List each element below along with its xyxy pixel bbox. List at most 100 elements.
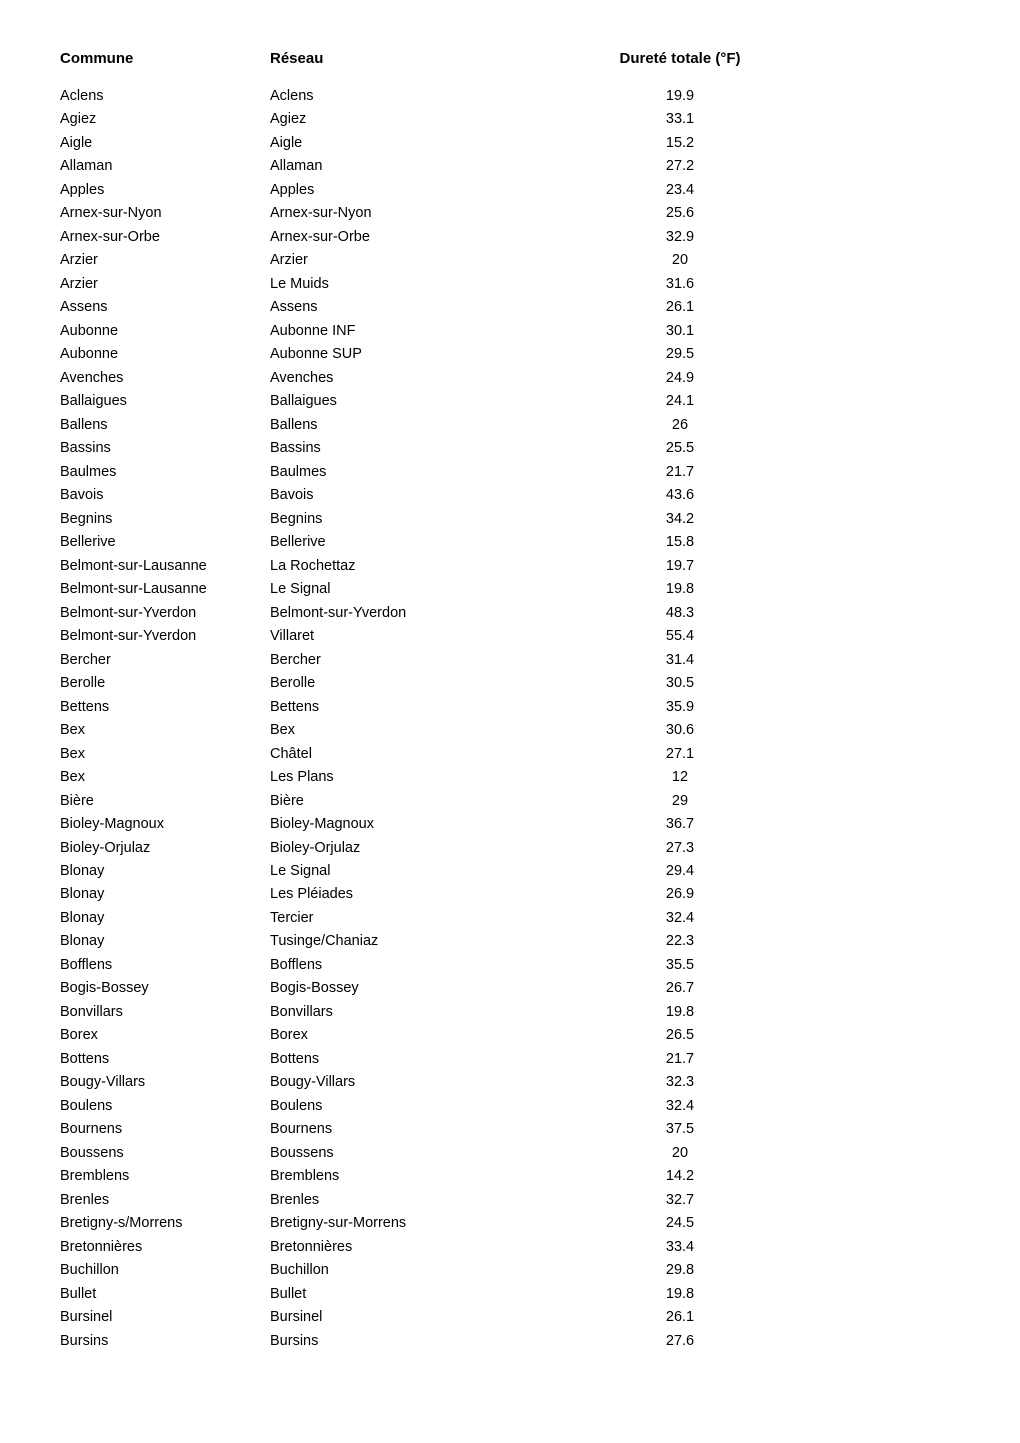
- cell-reseau: Bellerive: [270, 531, 590, 554]
- cell-reseau: Bioley-Orjulaz: [270, 837, 590, 860]
- cell-reseau: Apples: [270, 179, 590, 202]
- cell-reseau: Bogis-Bossey: [270, 977, 590, 1000]
- cell-reseau: Allaman: [270, 155, 590, 178]
- cell-commune: Avenches: [60, 367, 270, 390]
- header-commune: Commune: [60, 50, 270, 67]
- table-row: Belmont-sur-YverdonVillaret55.4: [60, 625, 960, 648]
- cell-commune: Berolle: [60, 672, 270, 695]
- cell-reseau: Bonvillars: [270, 1001, 590, 1024]
- cell-commune: Arzier: [60, 273, 270, 296]
- cell-durete: 20: [590, 1142, 770, 1165]
- cell-commune: Bonvillars: [60, 1001, 270, 1024]
- table-row: BavoisBavois43.6: [60, 484, 960, 507]
- cell-durete: 37.5: [590, 1118, 770, 1141]
- cell-durete: 25.5: [590, 437, 770, 460]
- table-row: BettensBettens35.9: [60, 696, 960, 719]
- table-row: BegninsBegnins34.2: [60, 508, 960, 531]
- cell-commune: Assens: [60, 296, 270, 319]
- table-row: BremblensBremblens14.2: [60, 1165, 960, 1188]
- cell-durete: 32.3: [590, 1071, 770, 1094]
- cell-reseau: Boussens: [270, 1142, 590, 1165]
- table-row: ApplesApples23.4: [60, 179, 960, 202]
- cell-reseau: Borex: [270, 1024, 590, 1047]
- cell-commune: Blonay: [60, 930, 270, 953]
- cell-durete: 19.8: [590, 1283, 770, 1306]
- table-row: BursinelBursinel26.1: [60, 1306, 960, 1329]
- cell-commune: Belmont-sur-Lausanne: [60, 555, 270, 578]
- cell-reseau: Bretonnières: [270, 1236, 590, 1259]
- table-row: AvenchesAvenches24.9: [60, 367, 960, 390]
- cell-commune: Ballens: [60, 414, 270, 437]
- cell-commune: Blonay: [60, 860, 270, 883]
- cell-reseau: Begnins: [270, 508, 590, 531]
- table-row: BoussensBoussens20: [60, 1142, 960, 1165]
- cell-reseau: Le Signal: [270, 860, 590, 883]
- cell-commune: Bogis-Bossey: [60, 977, 270, 1000]
- table-row: AigleAigle15.2: [60, 132, 960, 155]
- cell-durete: 33.1: [590, 108, 770, 131]
- cell-durete: 29: [590, 790, 770, 813]
- table-row: Bretigny-s/MorrensBretigny-sur-Morrens24…: [60, 1212, 960, 1235]
- table-row: Bougy-VillarsBougy-Villars32.3: [60, 1071, 960, 1094]
- table-row: BlonayTercier32.4: [60, 907, 960, 930]
- cell-commune: Blonay: [60, 883, 270, 906]
- cell-commune: Bretigny-s/Morrens: [60, 1212, 270, 1235]
- cell-reseau: Aubonne SUP: [270, 343, 590, 366]
- table-row: AubonneAubonne INF30.1: [60, 320, 960, 343]
- cell-reseau: Bottens: [270, 1048, 590, 1071]
- table-row: BursinsBursins27.6: [60, 1330, 960, 1353]
- table-row: AssensAssens26.1: [60, 296, 960, 319]
- cell-durete: 20: [590, 249, 770, 272]
- cell-reseau: Tercier: [270, 907, 590, 930]
- cell-durete: 29.8: [590, 1259, 770, 1282]
- cell-durete: 12: [590, 766, 770, 789]
- cell-durete: 30.6: [590, 719, 770, 742]
- cell-durete: 26.7: [590, 977, 770, 1000]
- cell-reseau: Aigle: [270, 132, 590, 155]
- cell-durete: 19.7: [590, 555, 770, 578]
- cell-commune: Bavois: [60, 484, 270, 507]
- table-row: BlonayLe Signal29.4: [60, 860, 960, 883]
- table-row: AgiezAgiez33.1: [60, 108, 960, 131]
- cell-commune: Bournens: [60, 1118, 270, 1141]
- cell-reseau: Bavois: [270, 484, 590, 507]
- cell-commune: Bex: [60, 743, 270, 766]
- cell-commune: Bremblens: [60, 1165, 270, 1188]
- cell-commune: Bursinel: [60, 1306, 270, 1329]
- cell-reseau: Boulens: [270, 1095, 590, 1118]
- cell-commune: Belmont-sur-Yverdon: [60, 625, 270, 648]
- table-row: BofflensBofflens35.5: [60, 954, 960, 977]
- table-row: BottensBottens21.7: [60, 1048, 960, 1071]
- cell-commune: Bellerive: [60, 531, 270, 554]
- table-row: AubonneAubonne SUP29.5: [60, 343, 960, 366]
- table-row: AllamanAllaman27.2: [60, 155, 960, 178]
- cell-commune: Boulens: [60, 1095, 270, 1118]
- cell-durete: 26.1: [590, 1306, 770, 1329]
- cell-commune: Bercher: [60, 649, 270, 672]
- cell-reseau: Bioley-Magnoux: [270, 813, 590, 836]
- cell-durete: 31.6: [590, 273, 770, 296]
- cell-reseau: Ballens: [270, 414, 590, 437]
- table-row: Belmont-sur-LausanneLe Signal19.8: [60, 578, 960, 601]
- cell-durete: 21.7: [590, 1048, 770, 1071]
- table-row: BelleriveBellerive15.8: [60, 531, 960, 554]
- table-row: Belmont-sur-LausanneLa Rochettaz19.7: [60, 555, 960, 578]
- cell-durete: 35.5: [590, 954, 770, 977]
- cell-reseau: Le Signal: [270, 578, 590, 601]
- cell-durete: 15.8: [590, 531, 770, 554]
- cell-reseau: Arnex-sur-Orbe: [270, 226, 590, 249]
- cell-commune: Apples: [60, 179, 270, 202]
- cell-commune: Bettens: [60, 696, 270, 719]
- cell-commune: Allaman: [60, 155, 270, 178]
- cell-commune: Bursins: [60, 1330, 270, 1353]
- cell-durete: 19.8: [590, 578, 770, 601]
- table-row: BièreBière29: [60, 790, 960, 813]
- table-row: BaulmesBaulmes21.7: [60, 461, 960, 484]
- table-body: AclensAclens19.9AgiezAgiez33.1AigleAigle…: [60, 85, 960, 1353]
- table-row: BorexBorex26.5: [60, 1024, 960, 1047]
- cell-commune: Aubonne: [60, 343, 270, 366]
- cell-commune: Agiez: [60, 108, 270, 131]
- cell-durete: 36.7: [590, 813, 770, 836]
- table-row: BulletBullet19.8: [60, 1283, 960, 1306]
- cell-durete: 21.7: [590, 461, 770, 484]
